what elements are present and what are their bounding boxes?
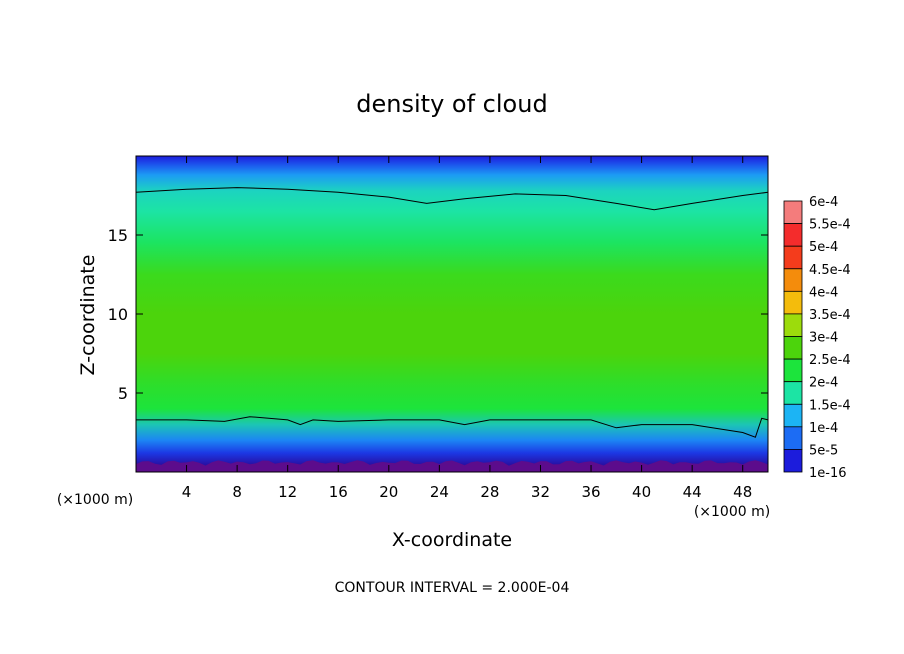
chart-title: density of cloud: [356, 90, 547, 118]
colorbar-swatch: [783, 358, 803, 383]
colorbar-swatch: [783, 381, 803, 405]
colorbar-label: 1.5e-4: [809, 398, 851, 413]
colorbar-label: 3.5e-4: [809, 308, 851, 323]
colorbar-swatch: [783, 313, 803, 337]
x-tick-label: 12: [278, 483, 297, 501]
colorbar-label: 2e-4: [809, 376, 838, 391]
colorbar-swatch: [783, 245, 803, 270]
colorbar-swatch: [783, 448, 803, 473]
contour-line-2: [136, 416, 769, 438]
x-tick-label: 16: [329, 483, 348, 501]
colorbar-label: 6e-4: [809, 195, 838, 210]
x-tick-label: 40: [632, 483, 651, 501]
ground-layer: [136, 460, 768, 472]
x-tick-label: 44: [683, 483, 702, 501]
colorbar-swatch: [783, 426, 803, 450]
x-tick-label: 48: [733, 483, 752, 501]
colorbar-label: 2.5e-4: [809, 353, 851, 368]
colorbar-label: 4.5e-4: [809, 263, 851, 278]
x-axis-label: X-coordinate: [392, 529, 512, 551]
colorbar-swatch: [783, 200, 803, 225]
colorbar-swatch: [783, 290, 803, 315]
x-unit-left: (×1000 m): [57, 492, 133, 508]
y-tick-label: 15: [108, 226, 128, 245]
x-tick-label: 20: [379, 483, 398, 501]
colorbar-swatch: [783, 268, 803, 292]
x-unit-right: (×1000 m): [694, 504, 770, 520]
colorbar-label: 5.5e-4: [809, 218, 851, 233]
x-tick-label: 4: [182, 483, 192, 501]
x-tick-label: 28: [480, 483, 499, 501]
x-tick-label: 8: [232, 483, 242, 501]
colorbar-swatch: [783, 403, 803, 428]
colorbar-label: 5e-5: [809, 443, 838, 458]
colorbar: 6e-4 5.5e-4 5e-4 4.5e-4 4e-4 3.5e-4 3e-4 2.5e-4…: [783, 195, 851, 481]
y-tick-label: 5: [118, 384, 128, 403]
x-axis: 4 8 12 16 20 24 28 32 36 40 44 48: [182, 156, 752, 501]
colorbar-label: 5e-4: [809, 240, 838, 255]
colorbar-label: 4e-4: [809, 285, 838, 300]
y-axis: 5 10 15: [108, 226, 768, 403]
colorbar-label: 1e-4: [809, 421, 838, 436]
contour-line-1: [135, 187, 769, 211]
contour-lines: [135, 187, 769, 438]
x-tick-label: 32: [531, 483, 550, 501]
y-tick-label: 10: [108, 305, 128, 324]
colorbar-label: 3e-4: [809, 331, 838, 346]
colorbar-label: 1e-16: [809, 466, 847, 481]
x-tick-label: 24: [430, 483, 449, 501]
contour-interval-note: CONTOUR INTERVAL = 2.000E-04: [335, 580, 570, 596]
x-tick-label: 36: [581, 483, 600, 501]
colorbar-swatch: [783, 223, 803, 247]
colorbar-swatch: [783, 336, 803, 360]
y-axis-label: Z-coordinate: [77, 255, 99, 376]
